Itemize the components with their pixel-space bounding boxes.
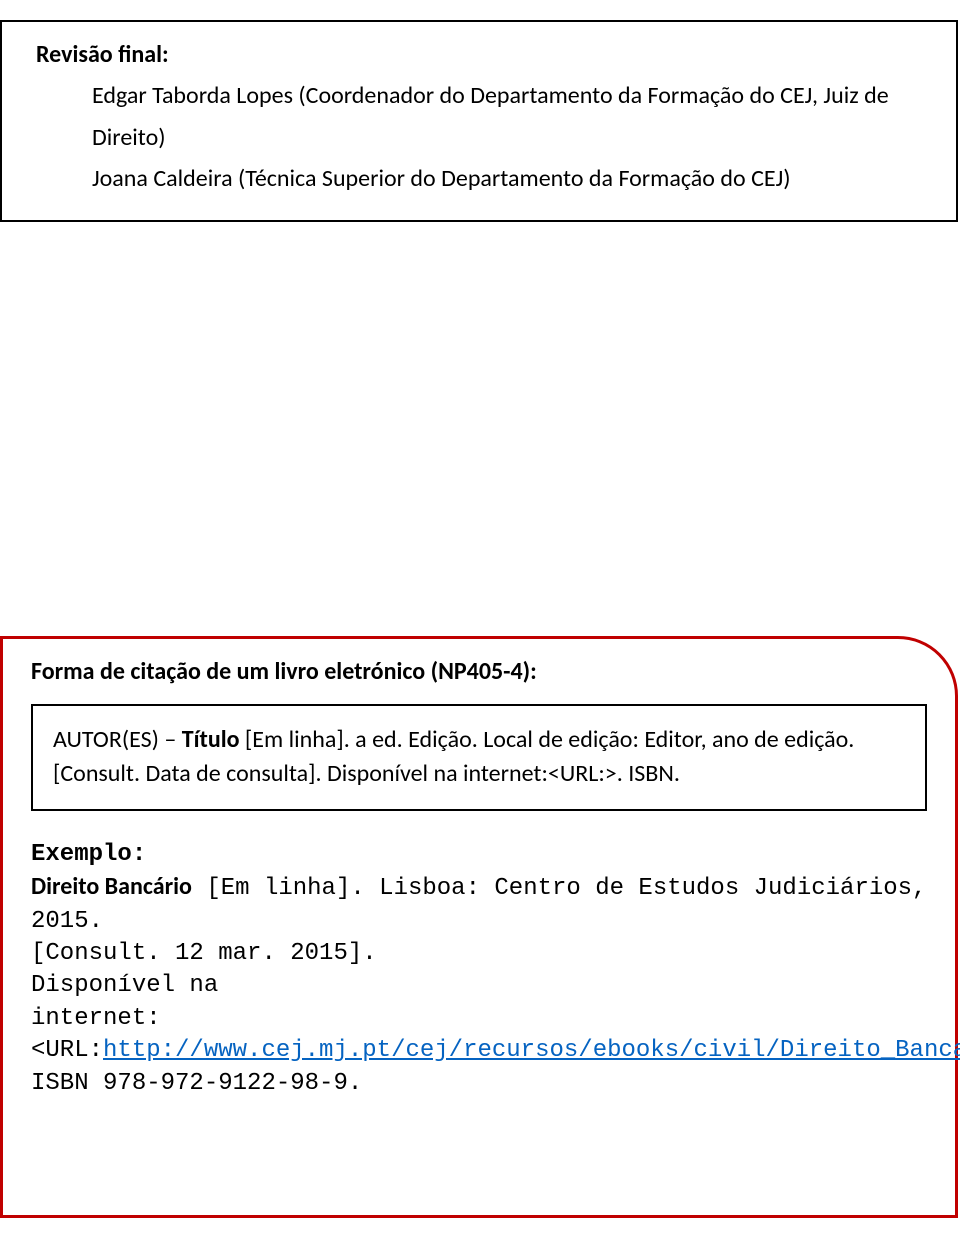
- author-label: AUTOR(ES) –: [53, 725, 182, 754]
- example-work-title: Direito Bancário: [31, 872, 192, 901]
- titulo-bold: Título: [182, 725, 240, 754]
- revision-box: Revisão final: Edgar Taborda Lopes (Coor…: [0, 20, 958, 222]
- example-line-work: Direito Bancário [Em linha]. Lisboa: Cen…: [31, 871, 927, 938]
- example-isbn: ISBN 978-972-9122-98-9.: [31, 1068, 927, 1100]
- revision-line-2: Direito): [92, 121, 922, 155]
- citation-format-box: AUTOR(ES) – Título [Em linha]. a ed. Edi…: [31, 704, 927, 811]
- revision-line-1: Edgar Taborda Lopes (Coordenador do Depa…: [92, 79, 922, 113]
- citation-title: Forma de citação de um livro eletrónico …: [31, 657, 927, 686]
- revision-heading: Revisão final:: [36, 40, 922, 69]
- citation-format-line-2: [Consult. Data de consulta]. Disponível …: [53, 758, 905, 790]
- after-titulo: [Em linha]. a ed. Edição. Local de ediçã…: [240, 725, 855, 754]
- example-url-line: internet:<URL:http://www.cej.mj.pt/cej/r…: [31, 1003, 927, 1068]
- citation-panel: Forma de citação de um livro eletrónico …: [0, 636, 958, 1218]
- example-block: Exemplo: Direito Bancário [Em linha]. Li…: [31, 839, 927, 1100]
- example-consult: [Consult. 12 mar. 2015].: [31, 938, 927, 970]
- example-label: Exemplo:: [31, 839, 927, 871]
- example-disp: Disponível na: [31, 970, 927, 1002]
- revision-line-3: Joana Caldeira (Técnica Superior do Depa…: [92, 162, 922, 196]
- citation-format-line-1: AUTOR(ES) – Título [Em linha]. a ed. Edi…: [53, 724, 905, 756]
- example-url-link[interactable]: http://www.cej.mj.pt/cej/recursos/ebooks…: [103, 1037, 960, 1064]
